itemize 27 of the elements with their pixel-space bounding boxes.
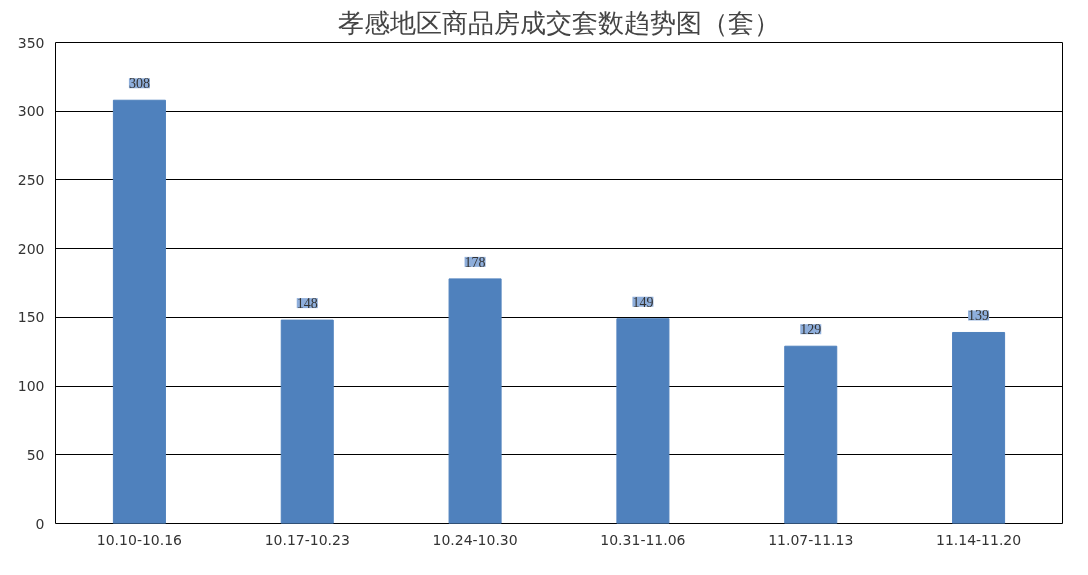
chart-title: 孝感地区商品房成交套数趋势图（套） xyxy=(338,7,780,38)
y-tick-label: 350 xyxy=(17,34,45,51)
y-tick-label: 100 xyxy=(17,378,45,395)
y-tick-label: 300 xyxy=(17,103,45,120)
x-tick-label: 10.10-10.16 xyxy=(96,531,183,548)
data-label: 139 xyxy=(968,308,990,324)
bar xyxy=(952,331,1006,524)
bar xyxy=(280,319,334,524)
bar xyxy=(448,278,502,524)
y-tick-label: 50 xyxy=(26,446,45,463)
y-tick-label: 200 xyxy=(17,240,45,257)
y-tick-label: 250 xyxy=(17,171,45,188)
data-label: 308 xyxy=(128,76,150,92)
bar xyxy=(616,318,670,524)
data-label: 129 xyxy=(800,322,822,338)
data-label: 148 xyxy=(296,296,318,312)
y-tick-label: 150 xyxy=(17,309,45,326)
bar xyxy=(112,99,166,524)
x-tick-label: 10.17-10.23 xyxy=(264,531,350,548)
x-tick-label: 11.14-11.20 xyxy=(935,531,1022,548)
bar xyxy=(784,345,838,524)
x-tick-label: 10.24-10.30 xyxy=(432,531,518,548)
data-label: 149 xyxy=(632,294,654,310)
x-tick-label: 10.31-11.06 xyxy=(600,531,686,548)
y-tick-label: 0 xyxy=(35,515,45,532)
x-tick-label: 11.07-11.13 xyxy=(768,531,854,548)
data-label: 178 xyxy=(464,254,486,270)
